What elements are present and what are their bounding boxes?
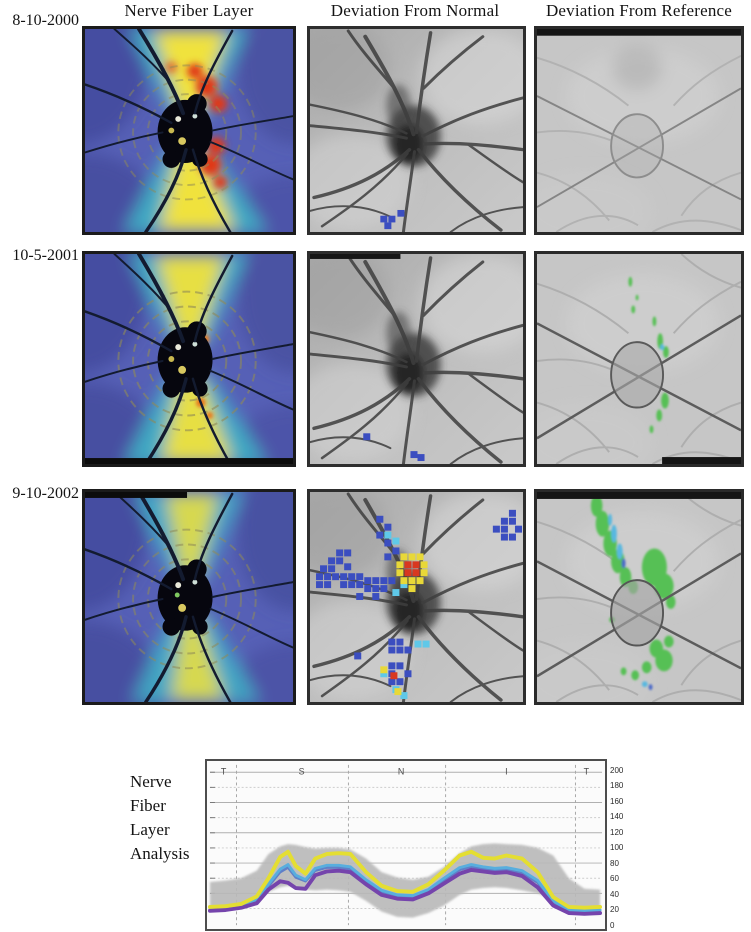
nfl-analysis-label-line: Analysis bbox=[130, 844, 190, 863]
nfl-image-2001 bbox=[82, 251, 296, 467]
optic-disc bbox=[386, 311, 441, 397]
deviation-squares bbox=[380, 209, 405, 230]
chart-y-axis: 200 180 160 140 120 100 80 60 40 20 0 bbox=[610, 759, 636, 931]
deviation-reference-image-2000 bbox=[534, 26, 744, 235]
y-axis-tick-200: 200 bbox=[610, 765, 624, 775]
optic-disc bbox=[157, 321, 213, 398]
y-axis-tick-160: 160 bbox=[610, 796, 624, 806]
measurement-rings bbox=[117, 528, 257, 670]
deviation-squares bbox=[363, 433, 425, 462]
y-axis-tick-120: 120 bbox=[610, 827, 624, 837]
fundus-shading bbox=[537, 273, 720, 464]
normal-range-band bbox=[209, 843, 601, 918]
y-axis-tick-0: 0 bbox=[610, 920, 615, 930]
deviation-reference-image-2001 bbox=[534, 251, 744, 467]
y-axis-tick-180: 180 bbox=[610, 781, 624, 790]
purple-curve bbox=[207, 867, 603, 916]
border-bar bbox=[537, 492, 741, 499]
reference-deviation-patches bbox=[628, 276, 669, 434]
optic-disc bbox=[157, 559, 213, 636]
nfl-image-2002 bbox=[82, 489, 296, 705]
section-label-s-1: S bbox=[299, 767, 305, 777]
disc-ellipse bbox=[610, 579, 665, 647]
cyan-curve bbox=[208, 863, 602, 913]
y-axis-tick-40: 40 bbox=[610, 889, 619, 899]
nfl-image-2000 bbox=[82, 26, 296, 235]
faint-vessels bbox=[537, 54, 741, 232]
section-label-i-3: I bbox=[505, 767, 507, 777]
heatmap-field bbox=[85, 29, 293, 232]
border-bar bbox=[662, 457, 741, 464]
row-date-label-2001: 10-5-2001 bbox=[12, 247, 79, 264]
vessels bbox=[310, 254, 523, 464]
column-header-deviation-from-reference: Deviation From Reference bbox=[545, 1, 733, 20]
y-axis-tick-60: 60 bbox=[610, 874, 619, 883]
border-bar bbox=[310, 254, 401, 259]
y-axis-tick-20: 20 bbox=[610, 905, 619, 914]
vessels bbox=[85, 492, 293, 702]
vessels bbox=[85, 29, 293, 232]
border-bar bbox=[85, 458, 293, 464]
deviation-squares bbox=[316, 509, 522, 700]
alignment-cross bbox=[537, 87, 741, 208]
column-header-deviation-from-normal: Deviation From Normal bbox=[330, 1, 500, 20]
vessels bbox=[310, 29, 523, 232]
heatmap-field bbox=[85, 492, 293, 702]
border-bar bbox=[85, 492, 188, 498]
nfl-analysis-label-line: Nerve bbox=[130, 772, 172, 791]
measurement-rings bbox=[117, 290, 257, 432]
nfl-analysis-label-line: Layer bbox=[130, 820, 170, 839]
vessels bbox=[85, 254, 293, 464]
nfl-analysis-label-line: Fiber bbox=[130, 796, 166, 815]
faint-vessels bbox=[537, 254, 741, 464]
fundus-shading bbox=[537, 44, 720, 232]
heatmap-field bbox=[85, 254, 293, 464]
deviation-normal-image-2002 bbox=[307, 489, 526, 705]
y-axis-tick-140: 140 bbox=[610, 812, 624, 821]
disc-ellipse bbox=[610, 341, 665, 409]
yellow-curve bbox=[207, 849, 603, 910]
measurement-rings bbox=[117, 64, 257, 201]
section-label-t-4: T bbox=[584, 767, 590, 777]
deviation-reference-image-2002 bbox=[534, 489, 744, 705]
y-axis-tick-80: 80 bbox=[610, 858, 619, 868]
border-bar bbox=[537, 29, 741, 36]
nfl-analysis-label: Nerve Fiber Layer Analysis bbox=[130, 770, 190, 866]
column-header-nerve-fiber-layer: Nerve Fiber Layer bbox=[124, 1, 254, 20]
y-axis-tick-100: 100 bbox=[610, 843, 624, 852]
row-date-label-2002: 9-10-2002 bbox=[12, 485, 79, 502]
deviation-normal-image-2000 bbox=[307, 26, 526, 235]
section-label-n-2: N bbox=[398, 767, 404, 777]
optic-disc bbox=[386, 84, 441, 167]
disc-ellipse bbox=[610, 113, 665, 179]
section-label-t-0: T bbox=[221, 767, 227, 777]
row-date-label-2000: 8-10-2000 bbox=[12, 12, 79, 29]
deviation-normal-image-2001 bbox=[307, 251, 526, 467]
